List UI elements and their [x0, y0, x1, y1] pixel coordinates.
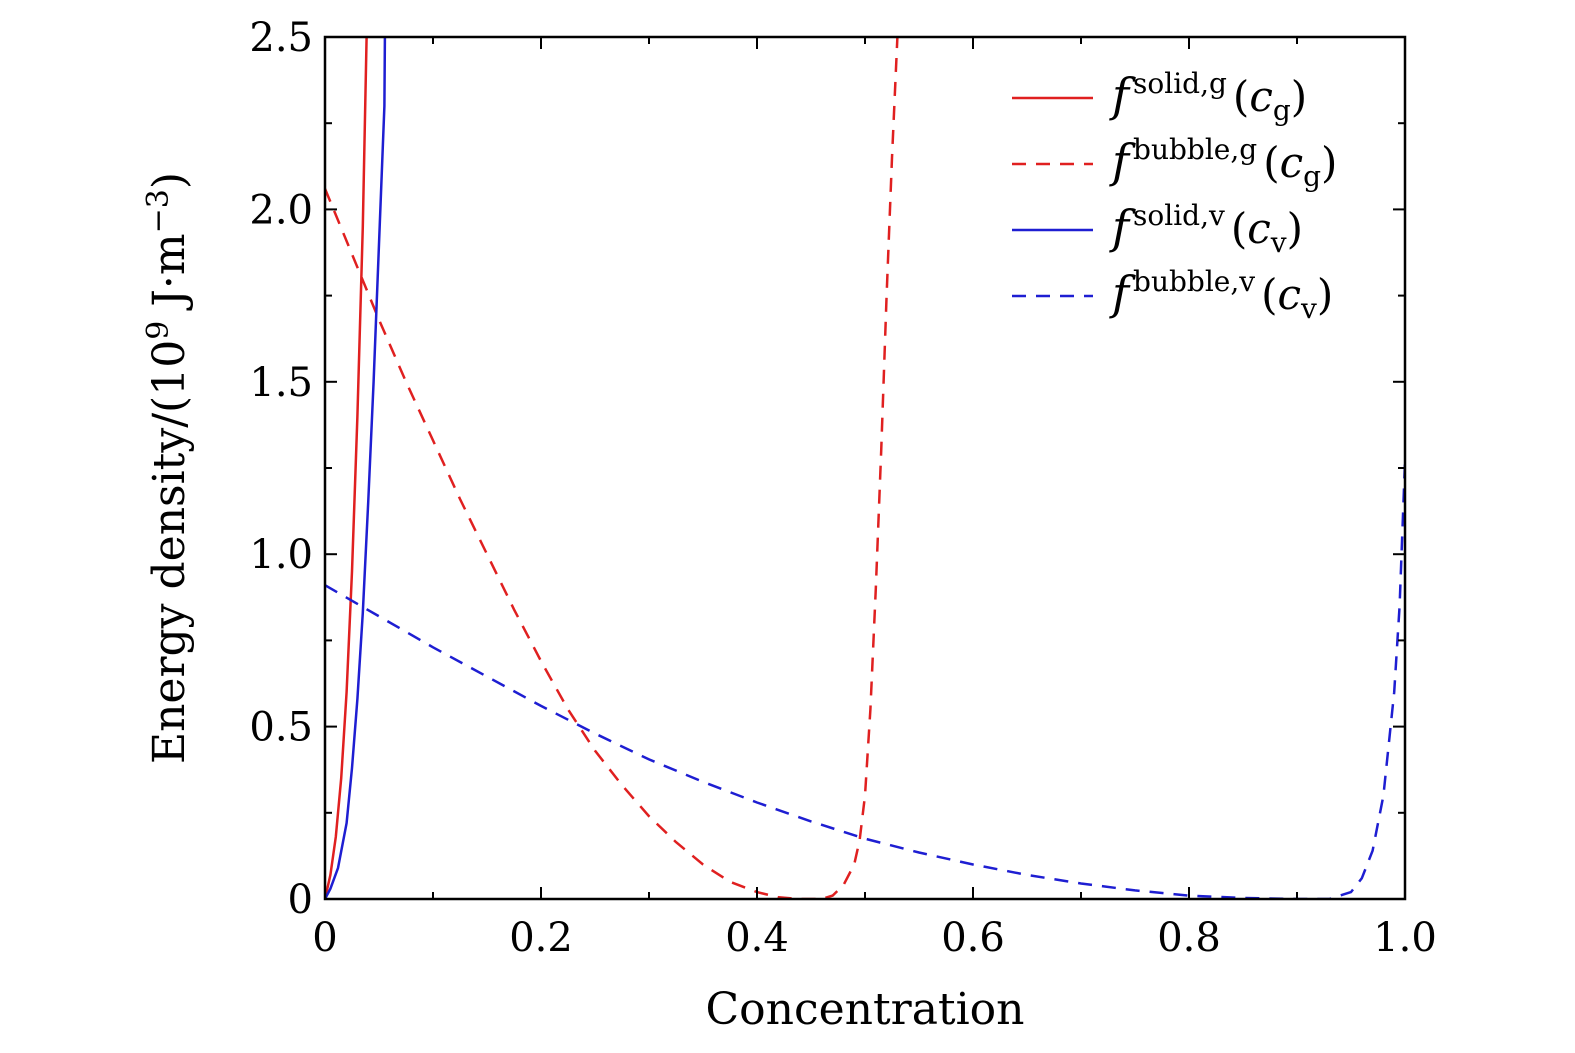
series-line-3: [325, 461, 1405, 899]
legend-entry-1: f bubble,g (cg): [1109, 133, 1337, 193]
y-tick-label: 1.0: [249, 532, 313, 578]
legend-entry-0: f solid,g (cg): [1109, 67, 1307, 127]
tick-labels-layer: 0 0.2 0.4 0.6 0.8 1.0 0 0.5 1.0 1.5 2.0 2.5: [249, 15, 1436, 961]
legend: f solid,g (cg)f bubble,g (cg)f solid,v (cv)f bu…: [1012, 67, 1337, 325]
y-axis-title-close: ): [144, 172, 195, 189]
x-tick-label: 1.0: [1373, 915, 1437, 961]
y-tick-label: 2.0: [249, 187, 313, 233]
y-tick-label: 2.5: [249, 15, 313, 61]
y-tick-label: 0: [288, 877, 313, 923]
y-axis-title-units-exponent: −3: [141, 189, 176, 233]
x-tick-label: 0.4: [725, 915, 789, 961]
series-line-0: [325, 37, 368, 899]
x-tick-label: 0.8: [1157, 915, 1221, 961]
x-tick-label: 0: [312, 915, 337, 961]
y-axis-title: Energy density/(109 J·m−3): [141, 172, 195, 764]
x-axis-title: Concentration: [705, 984, 1024, 1035]
series-line-1: [325, 37, 899, 899]
y-tick-label: 1.5: [249, 360, 313, 406]
x-tick-label: 0.2: [509, 915, 573, 961]
y-axis-title-exponent: 9: [141, 321, 176, 340]
y-axis-title-main: Energy density/(10: [144, 340, 195, 764]
y-axis-title-units: J·m: [144, 233, 195, 320]
legend-entry-2: f solid,v (cv): [1109, 199, 1303, 259]
x-tick-label: 0.6: [941, 915, 1005, 961]
y-tick-label: 0.5: [249, 705, 313, 751]
plot-frame: [323, 35, 1407, 901]
ticks-layer: [324, 36, 1406, 900]
series-line-2: [325, 37, 387, 899]
legend-entry-3: f bubble,v (cv): [1109, 265, 1333, 325]
series-layer: [325, 37, 1405, 899]
